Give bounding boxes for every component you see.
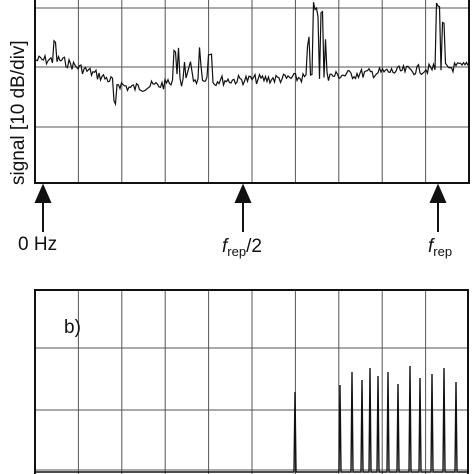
panel-label: b)	[64, 317, 81, 338]
arrows	[34, 183, 447, 232]
grid-top	[35, 0, 469, 183]
marker-label: frep	[428, 236, 452, 259]
trace-a	[35, 2, 469, 107]
trace-b	[36, 365, 468, 473]
marker-label: frep/2	[222, 236, 262, 259]
axis-label: signal [10 dB/div]	[8, 40, 29, 185]
marker-label: 0 Hz	[18, 234, 57, 255]
panel-b-frame	[34, 289, 469, 474]
grid-bottom	[35, 290, 468, 474]
panel-a-frame	[34, 0, 470, 184]
